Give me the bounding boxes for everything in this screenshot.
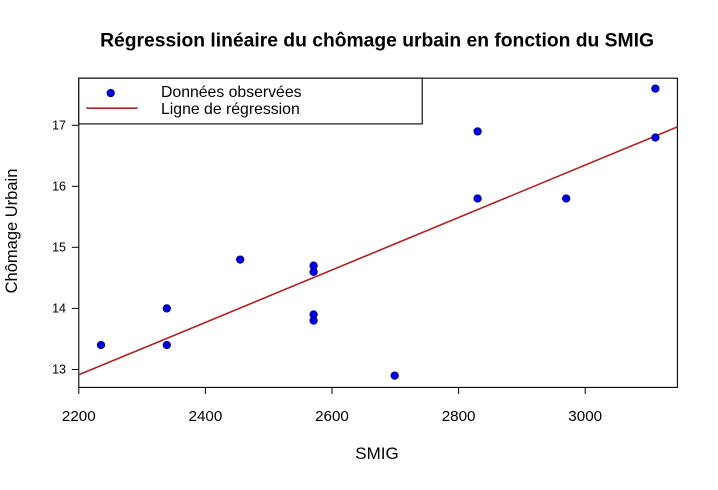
svg-text:13: 13 — [52, 363, 66, 377]
svg-text:Ligne de régression: Ligne de régression — [161, 101, 300, 118]
svg-text:15: 15 — [52, 240, 66, 254]
svg-text:Chômage Urbain: Chômage Urbain — [3, 169, 21, 294]
svg-text:Données observées: Données observées — [161, 84, 302, 101]
svg-text:SMIG: SMIG — [355, 444, 398, 463]
svg-text:14: 14 — [52, 301, 66, 315]
svg-text:17: 17 — [52, 118, 66, 132]
svg-text:2600: 2600 — [315, 408, 349, 425]
svg-text:Régression linéaire du chômage: Régression linéaire du chômage urbain en… — [100, 31, 654, 52]
svg-text:2200: 2200 — [62, 408, 96, 425]
svg-text:2800: 2800 — [442, 408, 476, 425]
svg-text:16: 16 — [52, 179, 66, 193]
svg-text:2400: 2400 — [189, 408, 223, 425]
svg-text:3000: 3000 — [568, 408, 602, 425]
